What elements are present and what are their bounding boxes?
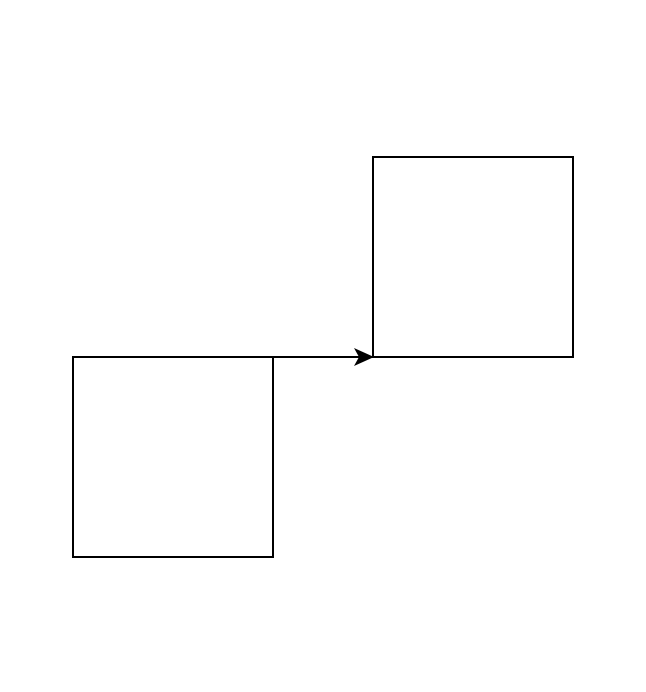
- node-box-a[interactable]: [72, 356, 274, 558]
- node-box-b[interactable]: [372, 156, 574, 358]
